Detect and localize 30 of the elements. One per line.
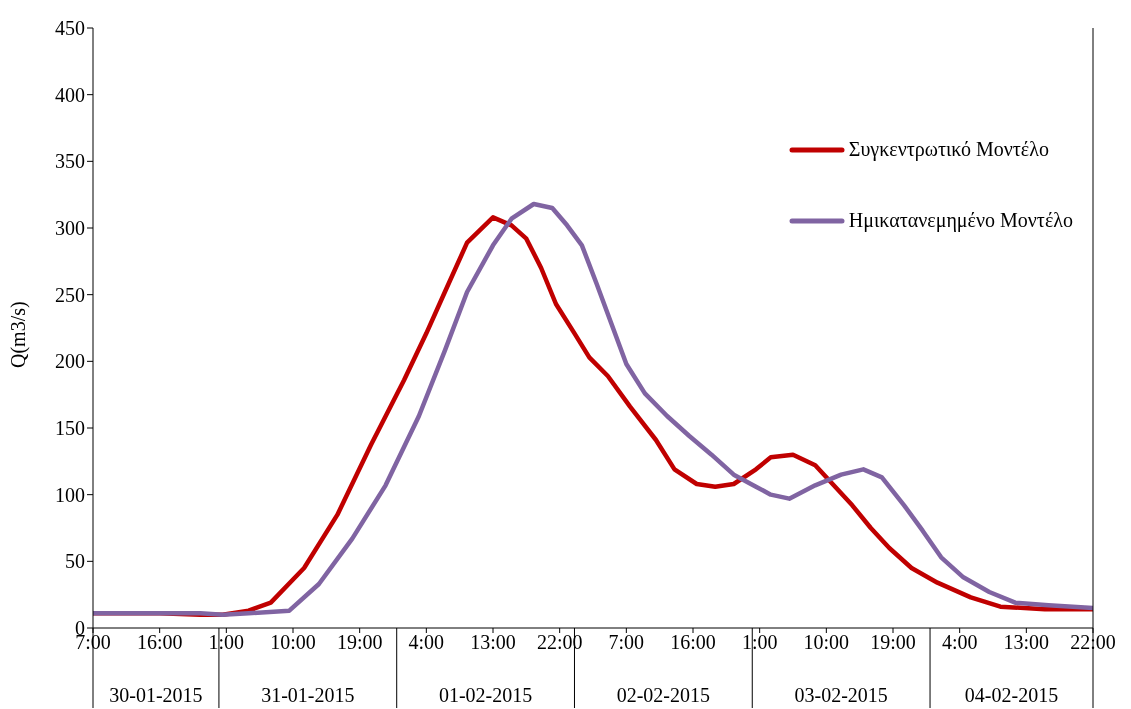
text: 30-01-2015 [109,684,203,706]
y-tick-label: 150 [55,417,85,440]
text: 04-02-2015 [964,684,1059,706]
x-tick-label: 22:00 [1070,631,1116,654]
y-tick-label: 300 [55,217,85,240]
x-tick-label: 10:00 [270,631,316,654]
x-tick-label: 10:00 [803,631,850,654]
y-tick-label: 250 [55,283,85,306]
x-tick-label: 13:00 [1003,631,1050,654]
text: 31-01-2015 [261,684,355,706]
y-tick-label: 50 [65,550,85,573]
y-tick-label: 450 [55,17,85,40]
legend-label: Ημικατανεμημένο Μοντέλο [848,209,1073,232]
legend-label: Συγκεντρωτικό Μοντέλο [848,138,1049,161]
x-tick-label: 7:00 [608,631,645,654]
text: 02-02-2015 [616,684,711,706]
x-tick-label: 4:00 [941,631,978,654]
y-tick-label: 400 [55,83,85,106]
y-tick-label: 350 [55,150,85,173]
x-tick-label: 19:00 [336,631,383,654]
text: 03-02-2015 [794,684,888,706]
text: 01-02-2015 [438,684,533,706]
y-axis-title: Q(m3/s) [7,301,31,368]
y-tick-label: 200 [55,350,85,373]
y-tick-label: 100 [55,483,85,506]
x-tick-label: 13:00 [470,631,516,654]
x-tick-label: 16:00 [670,631,716,654]
x-tick-label: 4:00 [408,631,445,654]
x-tick-label: 19:00 [870,631,916,654]
x-tick-label: 16:00 [136,631,183,654]
